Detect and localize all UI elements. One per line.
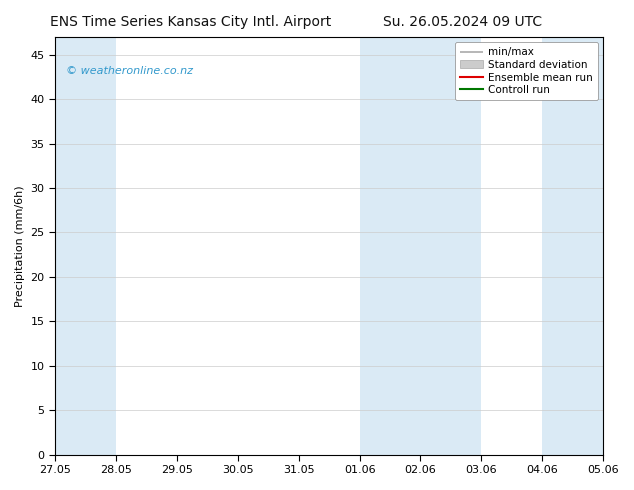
Text: ENS Time Series Kansas City Intl. Airport: ENS Time Series Kansas City Intl. Airpor…: [49, 15, 331, 29]
Bar: [55, 37, 116, 455]
Y-axis label: Precipitation (mm/6h): Precipitation (mm/6h): [15, 185, 25, 307]
Text: Su. 26.05.2024 09 UTC: Su. 26.05.2024 09 UTC: [384, 15, 542, 29]
Text: © weatheronline.co.nz: © weatheronline.co.nz: [66, 66, 193, 76]
Legend: min/max, Standard deviation, Ensemble mean run, Controll run: min/max, Standard deviation, Ensemble me…: [455, 42, 598, 100]
Bar: [542, 37, 634, 455]
Bar: [359, 37, 481, 455]
